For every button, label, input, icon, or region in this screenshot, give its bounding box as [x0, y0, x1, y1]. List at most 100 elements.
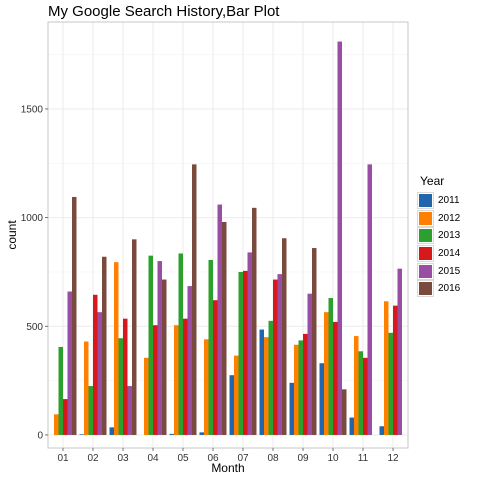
bar-2015-05	[187, 286, 192, 435]
bar-2013-03	[118, 338, 123, 435]
bar-2016-06	[222, 221, 227, 435]
bar-2015-06	[217, 204, 222, 435]
bar-2011-03	[109, 427, 114, 435]
bar-2012-07	[234, 355, 239, 435]
x-tick-label: 04	[147, 453, 159, 464]
legend-label: 2015	[438, 265, 461, 277]
y-tick-label: 500	[26, 322, 43, 333]
bar-2015-08	[277, 274, 282, 435]
legend-item-2014: 2014	[417, 245, 461, 263]
bar-2014-10	[333, 321, 338, 435]
legend-swatch	[417, 245, 434, 263]
bar-2012-09	[294, 344, 299, 435]
plot-border	[47, 21, 409, 449]
bar-2012-12	[384, 301, 389, 435]
x-tick-label: 05	[177, 453, 189, 464]
bar-2016-10	[342, 389, 347, 435]
bar-2014-08	[273, 279, 278, 435]
x-tick-label: 11	[358, 453, 369, 464]
bar-2014-09	[303, 333, 308, 435]
legend-label: 2013	[438, 230, 461, 242]
bar-2011-10	[319, 363, 324, 435]
bar-2012-10	[324, 312, 329, 435]
bar-2016-09	[312, 248, 317, 435]
y-tick-label: 1000	[21, 213, 44, 224]
bar-2013-05	[178, 253, 183, 435]
bar-2013-09	[298, 340, 303, 435]
bar-2015-12	[397, 268, 402, 435]
plot-panel	[48, 22, 408, 448]
bar-2014-12	[393, 305, 398, 435]
bar-2014-11	[363, 357, 368, 435]
bar-2013-08	[268, 320, 273, 435]
bar-2014-01	[63, 399, 68, 435]
bar-2015-10	[337, 41, 342, 435]
bar-2012-02	[84, 341, 89, 435]
bar-2012-08	[264, 337, 269, 435]
legend-swatch	[417, 209, 434, 227]
x-tick-label: 10	[327, 453, 339, 464]
x-tick-label: 02	[87, 453, 99, 464]
bar-2011-07	[229, 375, 234, 435]
y-tick-label: 0	[37, 430, 43, 441]
legend-swatch	[417, 192, 434, 210]
x-tick-label: 01	[57, 453, 69, 464]
bar-2015-11	[367, 164, 372, 435]
bar-2013-02	[88, 386, 93, 435]
bar-2013-12	[388, 332, 393, 435]
legend-label: 2012	[438, 212, 461, 224]
bar-2013-07	[238, 271, 243, 435]
y-tick-label: 1500	[21, 104, 44, 115]
bar-2013-11	[358, 351, 363, 435]
bar-2012-04	[144, 357, 149, 435]
bar-2012-06	[204, 339, 209, 435]
bar-2016-05	[192, 164, 197, 435]
legend-item-2012: 2012	[417, 209, 461, 228]
bar-2012-03	[114, 262, 119, 435]
bar-2013-04	[148, 255, 153, 435]
bar-2011-11	[349, 417, 354, 435]
legend-swatch	[417, 262, 434, 280]
legend-label: 2011	[438, 195, 460, 207]
x-tick-label: 07	[237, 453, 249, 464]
bar-2012-11	[354, 336, 359, 435]
bar-2011-12	[379, 426, 384, 435]
bar-2013-01	[58, 346, 63, 435]
bar-2015-07	[247, 252, 252, 435]
bar-2012-01	[54, 414, 59, 435]
x-tick-label: 09	[297, 453, 309, 464]
x-tick-label: 06	[207, 453, 219, 464]
bar-2014-07	[243, 270, 248, 435]
bar-2016-01	[72, 196, 77, 435]
x-tick-label: 08	[267, 453, 279, 464]
legend-title: Year	[420, 174, 445, 188]
legend: Year 2011 2012 2013 2014 2015 2016	[417, 174, 461, 298]
x-axis-title: Month	[211, 461, 244, 475]
bar-2016-03	[132, 239, 137, 435]
bar-2015-04	[157, 261, 162, 435]
bar-2016-04	[162, 279, 167, 435]
chart-title: My Google Search History,Bar Plot	[48, 3, 280, 20]
legend-label: 2014	[438, 248, 461, 260]
bar-2015-09	[307, 293, 312, 435]
bar-2015-02	[97, 312, 102, 435]
bar-2012-05	[174, 325, 179, 435]
legend-item-2011: 2011	[417, 192, 460, 210]
legend-swatch	[417, 227, 434, 245]
y-axis-title: count	[5, 220, 19, 250]
x-tick-label: 03	[117, 453, 129, 464]
legend-item-2015: 2015	[417, 262, 461, 280]
bar-2011-08	[259, 329, 264, 435]
bar-2014-03	[123, 318, 128, 435]
bar-2016-02	[102, 256, 107, 435]
legend-swatch	[417, 280, 434, 298]
bar-2013-10	[328, 298, 333, 435]
bar-2014-04	[153, 325, 158, 435]
bar-2016-08	[282, 238, 287, 435]
legend-item-2016: 2016	[417, 280, 460, 298]
bar-2016-07	[252, 207, 257, 435]
bar-2014-05	[183, 318, 188, 435]
bar-2011-06	[199, 432, 204, 435]
bar-2011-09	[289, 382, 294, 435]
